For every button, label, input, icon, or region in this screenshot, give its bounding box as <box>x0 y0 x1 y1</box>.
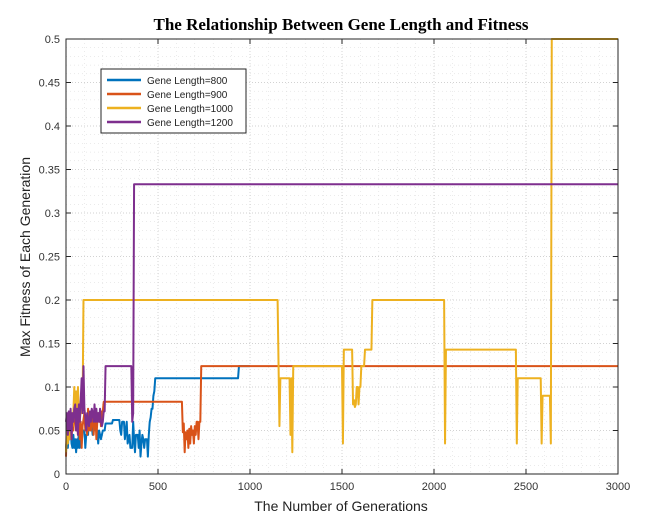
y-tick-label: 0.3 <box>45 208 60 220</box>
chart-title: The Relationship Between Gene Length and… <box>154 15 529 34</box>
series-lines <box>65 38 618 458</box>
legend-label-1: Gene Length=800 <box>147 76 228 87</box>
x-tick-label: 1000 <box>238 481 262 493</box>
legend-label-2: Gene Length=900 <box>147 90 228 101</box>
series-line-1 <box>65 365 250 458</box>
y-tick-label: 0.45 <box>39 78 60 90</box>
x-tick-label: 2500 <box>514 481 538 493</box>
y-tick-label: 0.15 <box>39 339 60 351</box>
x-ticks: 0 500 1000 1500 2000 2500 3000 <box>63 39 630 493</box>
y-tick-label: 0 <box>54 469 60 481</box>
x-tick-label: 3000 <box>606 481 630 493</box>
x-tick-label: 2000 <box>422 481 446 493</box>
y-tick-label: 0.4 <box>45 121 60 133</box>
legend: Gene Length=800 Gene Length=900 Gene Lengt… <box>100 68 247 134</box>
series-line-4 <box>65 183 618 441</box>
y-tick-label: 0.25 <box>39 252 60 264</box>
x-tick-label: 0 <box>63 481 69 493</box>
x-tick-label: 1500 <box>330 481 354 493</box>
x-tick-label: 500 <box>149 481 167 493</box>
y-tick-label: 0.1 <box>45 382 60 394</box>
y-tick-label: 0.5 <box>45 34 60 46</box>
y-axis-label: Max Fitness of Each Generation <box>17 157 33 357</box>
legend-label-3: Gene Length=1000 <box>147 104 233 115</box>
y-tick-label: 0.05 <box>39 426 60 438</box>
y-tick-label: 0.35 <box>39 165 60 177</box>
y-tick-label: 0.2 <box>45 295 60 307</box>
y-ticks: 0 0.05 0.1 0.15 0.2 0.25 0.3 0.35 0.4 0.45 0.5 <box>39 34 618 481</box>
x-axis-label: The Number of Generations <box>254 498 428 514</box>
legend-label-4: Gene Length=1200 <box>147 118 233 129</box>
